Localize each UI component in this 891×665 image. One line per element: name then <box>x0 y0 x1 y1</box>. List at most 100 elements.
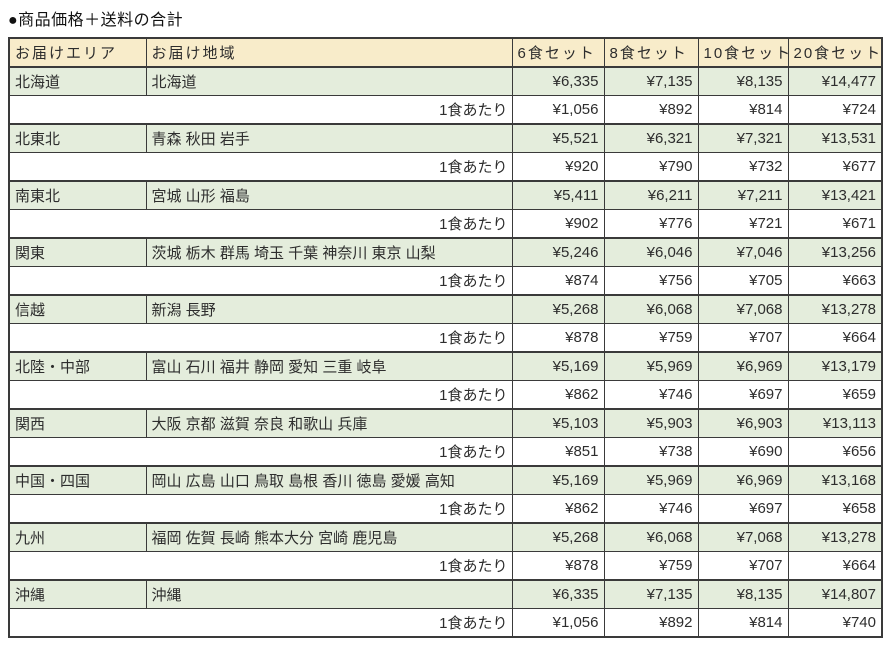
price-6-cell: ¥5,521 <box>511 123 605 153</box>
price-6-cell: ¥5,268 <box>511 294 605 324</box>
per-meal-10-cell: ¥732 <box>697 152 789 182</box>
per-meal-8-cell: ¥738 <box>603 437 699 467</box>
price-20-cell: ¥14,477 <box>787 66 883 96</box>
area-cell: 北海道 <box>8 66 147 96</box>
price-10-cell: ¥6,969 <box>697 465 789 495</box>
header-set8: 8食セット <box>603 37 699 68</box>
table-row: 北東北 青森 秋田 岩手 ¥5,521 ¥6,321 ¥7,321 ¥13,53… <box>8 123 883 153</box>
table-row: 沖縄 沖縄 ¥6,335 ¥7,135 ¥8,135 ¥14,807 <box>8 579 883 609</box>
per-meal-label: 1食あたり <box>8 209 513 239</box>
per-meal-6-cell: ¥1,056 <box>511 95 605 125</box>
per-meal-20-cell: ¥656 <box>787 437 883 467</box>
price-shipping-table: お届けエリア お届け地域 6食セット 8食セット 10食セット 20食セット 北… <box>8 37 883 638</box>
price-10-cell: ¥7,211 <box>697 180 789 210</box>
per-meal-10-cell: ¥721 <box>697 209 789 239</box>
table-row: 1食あたり ¥1,056 ¥892 ¥814 ¥740 <box>8 608 883 638</box>
region-cell: 茨城 栃木 群馬 埼玉 千葉 神奈川 東京 山梨 <box>145 237 513 267</box>
per-meal-20-cell: ¥664 <box>787 323 883 353</box>
per-meal-8-cell: ¥776 <box>603 209 699 239</box>
area-cell: 九州 <box>8 522 147 552</box>
per-meal-6-cell: ¥1,056 <box>511 608 605 638</box>
per-meal-10-cell: ¥707 <box>697 323 789 353</box>
table-row: 北陸・中部 富山 石川 福井 静岡 愛知 三重 岐阜 ¥5,169 ¥5,969… <box>8 351 883 381</box>
area-cell: 北東北 <box>8 123 147 153</box>
price-10-cell: ¥7,068 <box>697 294 789 324</box>
per-meal-10-cell: ¥814 <box>697 608 789 638</box>
table-row: 1食あたり ¥862 ¥746 ¥697 ¥659 <box>8 380 883 410</box>
price-20-cell: ¥13,113 <box>787 408 883 438</box>
header-set6: 6食セット <box>511 37 605 68</box>
per-meal-10-cell: ¥697 <box>697 380 789 410</box>
price-20-cell: ¥13,168 <box>787 465 883 495</box>
per-meal-label: 1食あたり <box>8 551 513 581</box>
per-meal-20-cell: ¥658 <box>787 494 883 524</box>
price-8-cell: ¥6,068 <box>603 294 699 324</box>
region-cell: 新潟 長野 <box>145 294 513 324</box>
price-20-cell: ¥14,807 <box>787 579 883 609</box>
price-10-cell: ¥8,135 <box>697 579 789 609</box>
per-meal-20-cell: ¥663 <box>787 266 883 296</box>
price-10-cell: ¥6,903 <box>697 408 789 438</box>
per-meal-10-cell: ¥707 <box>697 551 789 581</box>
per-meal-8-cell: ¥756 <box>603 266 699 296</box>
price-8-cell: ¥6,068 <box>603 522 699 552</box>
table-row: 1食あたり ¥1,056 ¥892 ¥814 ¥724 <box>8 95 883 125</box>
per-meal-20-cell: ¥724 <box>787 95 883 125</box>
table-row: 南東北 宮城 山形 福島 ¥5,411 ¥6,211 ¥7,211 ¥13,42… <box>8 180 883 210</box>
area-cell: 信越 <box>8 294 147 324</box>
per-meal-6-cell: ¥874 <box>511 266 605 296</box>
price-8-cell: ¥7,135 <box>603 579 699 609</box>
region-cell: 富山 石川 福井 静岡 愛知 三重 岐阜 <box>145 351 513 381</box>
price-8-cell: ¥5,903 <box>603 408 699 438</box>
header-set20: 20食セット <box>787 37 883 68</box>
price-20-cell: ¥13,421 <box>787 180 883 210</box>
table-row: 中国・四国 岡山 広島 山口 鳥取 島根 香川 徳島 愛媛 高知 ¥5,169 … <box>8 465 883 495</box>
per-meal-8-cell: ¥759 <box>603 323 699 353</box>
table-row: 関東 茨城 栃木 群馬 埼玉 千葉 神奈川 東京 山梨 ¥5,246 ¥6,04… <box>8 237 883 267</box>
per-meal-20-cell: ¥740 <box>787 608 883 638</box>
header-set10: 10食セット <box>697 37 789 68</box>
price-20-cell: ¥13,179 <box>787 351 883 381</box>
per-meal-20-cell: ¥671 <box>787 209 883 239</box>
per-meal-8-cell: ¥790 <box>603 152 699 182</box>
table-row: 九州 福岡 佐賀 長崎 熊本大分 宮崎 鹿児島 ¥5,268 ¥6,068 ¥7… <box>8 522 883 552</box>
price-20-cell: ¥13,278 <box>787 522 883 552</box>
price-6-cell: ¥6,335 <box>511 66 605 96</box>
header-region: お届け地域 <box>145 37 513 68</box>
price-6-cell: ¥5,169 <box>511 351 605 381</box>
per-meal-label: 1食あたり <box>8 266 513 296</box>
per-meal-label: 1食あたり <box>8 494 513 524</box>
table-row: 1食あたり ¥874 ¥756 ¥705 ¥663 <box>8 266 883 296</box>
table-row: 信越 新潟 長野 ¥5,268 ¥6,068 ¥7,068 ¥13,278 <box>8 294 883 324</box>
price-8-cell: ¥6,321 <box>603 123 699 153</box>
per-meal-6-cell: ¥902 <box>511 209 605 239</box>
region-cell: 北海道 <box>145 66 513 96</box>
area-cell: 中国・四国 <box>8 465 147 495</box>
per-meal-label: 1食あたり <box>8 95 513 125</box>
price-10-cell: ¥7,046 <box>697 237 789 267</box>
price-10-cell: ¥6,969 <box>697 351 789 381</box>
price-6-cell: ¥5,411 <box>511 180 605 210</box>
area-cell: 関西 <box>8 408 147 438</box>
price-8-cell: ¥6,211 <box>603 180 699 210</box>
per-meal-10-cell: ¥690 <box>697 437 789 467</box>
region-cell: 沖縄 <box>145 579 513 609</box>
per-meal-6-cell: ¥862 <box>511 494 605 524</box>
per-meal-6-cell: ¥878 <box>511 551 605 581</box>
per-meal-8-cell: ¥759 <box>603 551 699 581</box>
per-meal-label: 1食あたり <box>8 323 513 353</box>
per-meal-8-cell: ¥892 <box>603 608 699 638</box>
per-meal-20-cell: ¥664 <box>787 551 883 581</box>
table-row: 1食あたり ¥878 ¥759 ¥707 ¥664 <box>8 551 883 581</box>
region-cell: 岡山 広島 山口 鳥取 島根 香川 徳島 愛媛 高知 <box>145 465 513 495</box>
per-meal-label: 1食あたり <box>8 608 513 638</box>
per-meal-label: 1食あたり <box>8 152 513 182</box>
area-cell: 南東北 <box>8 180 147 210</box>
region-cell: 青森 秋田 岩手 <box>145 123 513 153</box>
per-meal-8-cell: ¥892 <box>603 95 699 125</box>
price-6-cell: ¥5,246 <box>511 237 605 267</box>
per-meal-6-cell: ¥851 <box>511 437 605 467</box>
per-meal-label: 1食あたり <box>8 437 513 467</box>
table-row: 1食あたり ¥862 ¥746 ¥697 ¥658 <box>8 494 883 524</box>
region-cell: 福岡 佐賀 長崎 熊本大分 宮崎 鹿児島 <box>145 522 513 552</box>
